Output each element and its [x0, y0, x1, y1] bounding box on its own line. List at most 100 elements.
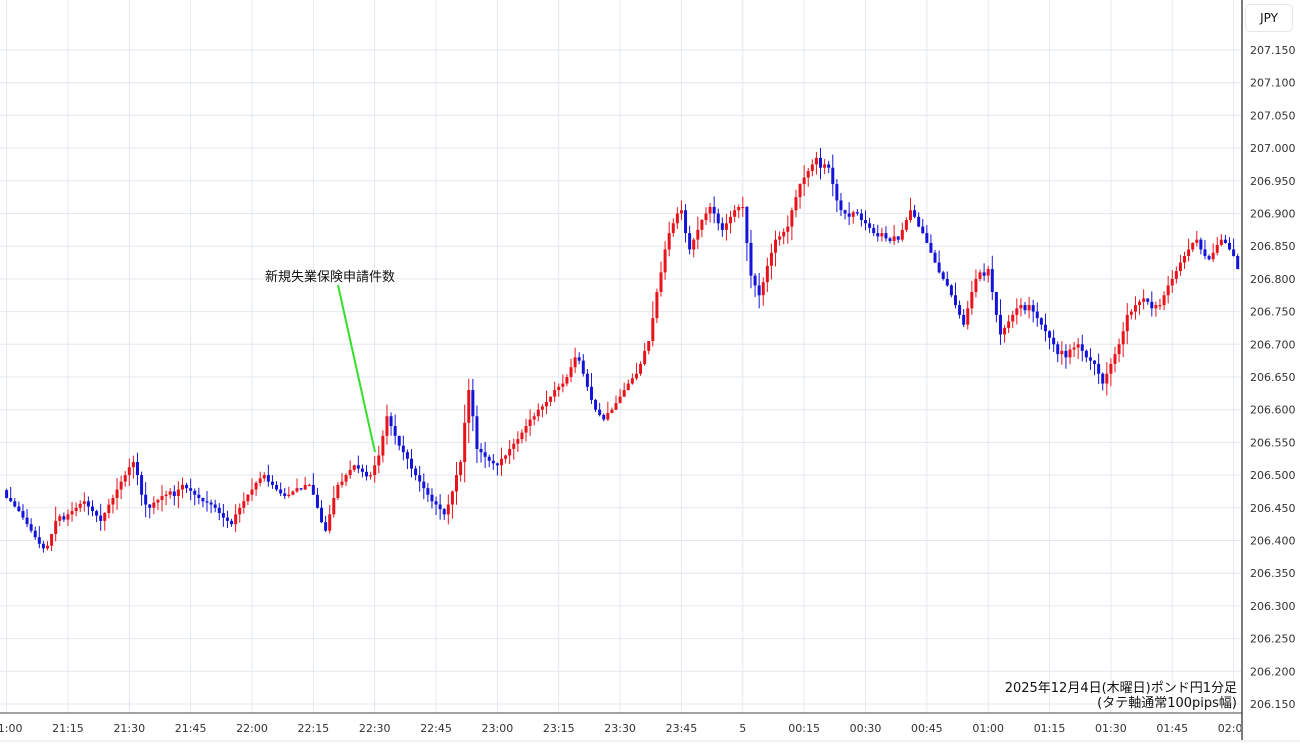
candle-down	[864, 210, 867, 231]
candle-body	[904, 220, 908, 230]
candle-body	[1174, 271, 1178, 279]
candle-body	[25, 517, 29, 525]
candle-up	[1174, 266, 1178, 284]
candle-up	[234, 504, 238, 533]
candle-body	[315, 494, 319, 508]
candle-down	[835, 179, 839, 213]
candle-body	[86, 501, 90, 507]
candle-up	[1183, 251, 1187, 269]
candle-down	[221, 503, 225, 527]
candle-body	[90, 506, 94, 512]
candle-body	[1093, 360, 1097, 364]
candle-body	[9, 497, 13, 502]
candle-body	[426, 488, 430, 495]
candle-down	[491, 453, 495, 470]
currency-button[interactable]: JPY	[1245, 4, 1293, 32]
candle-down	[868, 217, 872, 233]
candle-up	[152, 496, 156, 515]
candle-body	[958, 305, 962, 315]
candle-body	[532, 416, 536, 420]
candle-down	[589, 373, 593, 404]
candle-body	[336, 484, 340, 498]
candle-body	[724, 223, 728, 230]
candle-up	[765, 257, 769, 292]
candle-body	[966, 308, 970, 325]
candle-body	[377, 455, 381, 466]
candle-body	[401, 445, 405, 453]
candle-up	[724, 213, 728, 241]
candle-up	[336, 482, 340, 500]
candle-body	[1007, 321, 1011, 328]
candle-up	[634, 362, 638, 381]
candle-down	[389, 412, 393, 436]
annotation-pointer	[337, 284, 376, 453]
candle-body	[254, 482, 258, 490]
candle-body	[1015, 308, 1019, 315]
candle-body	[786, 226, 790, 232]
candle-body	[925, 233, 929, 243]
candle-down	[982, 263, 986, 281]
candle-body	[565, 377, 569, 384]
candle-down	[933, 249, 937, 263]
candle-up	[900, 222, 904, 242]
candle-body	[430, 494, 434, 502]
candle-up	[1191, 242, 1195, 253]
x-tick-label: 22:45	[420, 722, 452, 735]
candle-body	[696, 229, 700, 240]
candle-body	[790, 210, 794, 227]
candle-down	[1023, 301, 1027, 315]
y-tick-label: 206.750	[1250, 306, 1296, 319]
candle-body	[41, 543, 45, 549]
candle-down	[360, 464, 364, 478]
candle-down	[95, 509, 99, 523]
candle-up	[78, 500, 82, 513]
candle-up	[659, 261, 663, 297]
candle-up	[532, 412, 536, 426]
x-tick-label: 21:30	[113, 722, 145, 735]
y-tick-label: 206.800	[1250, 273, 1296, 286]
y-tick-label: 206.900	[1250, 208, 1296, 221]
candle-up	[54, 506, 58, 542]
candle-body	[504, 455, 508, 459]
candle-up	[790, 207, 794, 241]
candle-body	[365, 471, 369, 477]
candle-body	[1109, 363, 1113, 374]
candle-body	[737, 206, 741, 211]
candle-body	[62, 516, 66, 520]
candle-body	[855, 212, 859, 214]
x-tick-label: 23:30	[604, 722, 636, 735]
candle-body	[1232, 249, 1236, 257]
candle-up	[814, 151, 818, 175]
candle-down	[684, 204, 688, 243]
candle-body	[487, 456, 491, 461]
candle-up	[978, 269, 982, 282]
candle-body	[921, 226, 925, 234]
candle-body	[1076, 344, 1080, 348]
candle-body	[908, 210, 912, 221]
candle-body	[859, 213, 863, 221]
candle-down	[581, 354, 585, 377]
candle-body	[369, 475, 373, 477]
candle-down	[148, 503, 152, 519]
candle-up	[618, 389, 622, 404]
candle-down	[283, 487, 287, 500]
candle-up	[499, 447, 503, 476]
candle-down	[577, 352, 581, 365]
candle-body	[712, 206, 716, 214]
candle-down	[205, 490, 209, 512]
candle-body	[307, 484, 311, 487]
candle-body	[33, 530, 37, 538]
candle-up	[782, 228, 786, 245]
candle-body	[679, 210, 683, 214]
candle-down	[917, 212, 921, 228]
candle-down	[720, 217, 724, 237]
candle-up	[851, 210, 855, 224]
x-axis-ticks: 21:00 21:15 21:30 21:45 22:00 22:15 22:30 22:45…	[0, 722, 1241, 735]
candle-body	[643, 350, 647, 364]
candle-down	[757, 272, 761, 309]
candle-body	[1084, 350, 1088, 358]
candle-body	[1154, 305, 1158, 309]
candle-up	[340, 473, 344, 488]
candle-up	[880, 227, 884, 242]
chart-caption-line1: 2025年12月4日(木曜日)ポンド円1分足	[1005, 681, 1237, 696]
